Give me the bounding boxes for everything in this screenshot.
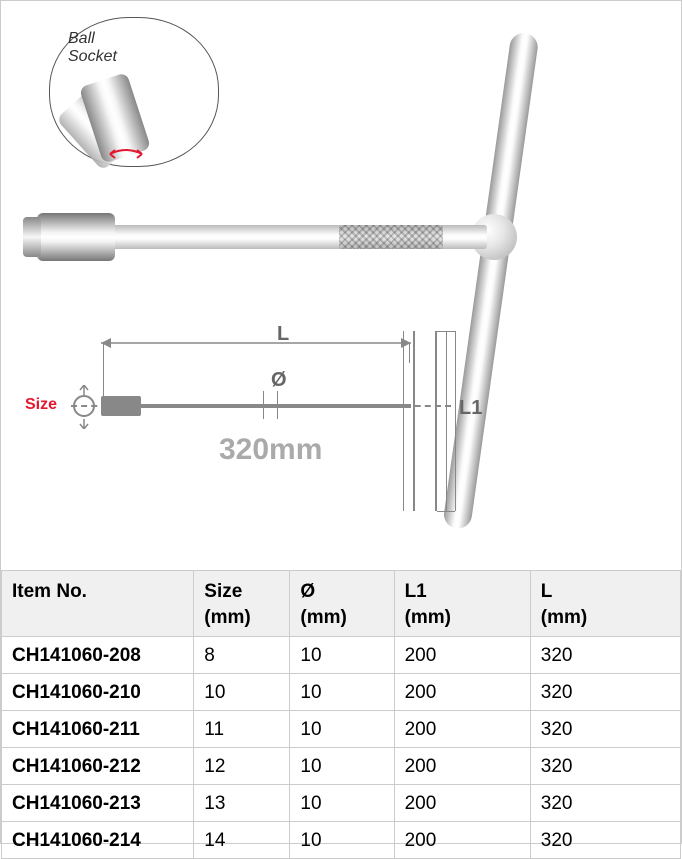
cell-l: 320: [530, 674, 680, 711]
cell-diameter: 10: [290, 785, 394, 822]
cell-diameter: 10: [290, 674, 394, 711]
col-sub: (mm): [300, 607, 346, 628]
cell-l1: 200: [394, 785, 530, 822]
table-row: CH141060-2101010200320: [2, 674, 681, 711]
cell-size: 13: [194, 785, 290, 822]
dimension-diameter-label: Ø: [271, 369, 287, 392]
table-row: CH141060-2121210200320: [2, 748, 681, 785]
cell-size: 11: [194, 711, 290, 748]
cell-l: 320: [530, 785, 680, 822]
cell-l1: 200: [394, 822, 530, 859]
dim-tick: [437, 331, 455, 332]
col-label: Item No.: [12, 581, 87, 602]
cell-item: CH141060-211: [2, 711, 194, 748]
tool-socket: [37, 213, 115, 261]
col-sub: (mm): [541, 607, 587, 628]
callout-line2: Socket: [68, 48, 117, 65]
cell-item: CH141060-213: [2, 785, 194, 822]
cell-size: 14: [194, 822, 290, 859]
dimension-L-line: [101, 329, 411, 349]
cell-l1: 200: [394, 637, 530, 674]
cell-diameter: 10: [290, 822, 394, 859]
cell-l: 320: [530, 748, 680, 785]
col-sub: (mm): [405, 607, 451, 628]
col-header-l1: L1 (mm): [394, 571, 530, 637]
cell-l1: 200: [394, 674, 530, 711]
col-label: Size: [204, 581, 242, 602]
tool-knurl: [339, 225, 443, 249]
cell-size: 12: [194, 748, 290, 785]
table-row: CH141060-208810200320: [2, 637, 681, 674]
diagram-handle-inner: [413, 331, 437, 511]
col-label: L: [541, 581, 553, 602]
cell-item: CH141060-212: [2, 748, 194, 785]
callout-label: Ball Socket: [68, 30, 117, 65]
arrow-icon: [79, 419, 89, 429]
cell-item: CH141060-208: [2, 637, 194, 674]
cell-diameter: 10: [290, 711, 394, 748]
callout-line1: Ball: [68, 30, 95, 47]
cell-size: 10: [194, 674, 290, 711]
cell-l1: 200: [394, 748, 530, 785]
dimension-fixed-length: 320mm: [219, 433, 322, 467]
spec-table: Item No. Size (mm) Ø (mm) L1 (mm) L (mm)…: [1, 570, 681, 859]
col-header-item: Item No.: [2, 571, 194, 637]
col-header-l: L (mm): [530, 571, 680, 637]
col-header-size: Size (mm): [194, 571, 290, 637]
table-row: CH141060-2111110200320: [2, 711, 681, 748]
dimension-L-label: L: [277, 323, 289, 346]
product-figure: Ball Socket L Ø Size L1 320mm: [1, 1, 681, 570]
arrow-icon: [79, 385, 89, 395]
col-label: Ø: [300, 581, 315, 602]
table-row: CH141060-2141410200320: [2, 822, 681, 859]
tool-t-handle: [442, 31, 539, 530]
table-row: CH141060-2131310200320: [2, 785, 681, 822]
dim-tick: [437, 511, 455, 512]
col-label: L1: [405, 581, 427, 602]
diagram-body: [101, 399, 411, 413]
swing-arrow-icon: [108, 148, 144, 160]
table-header-row: Item No. Size (mm) Ø (mm) L1 (mm) L (mm): [2, 571, 681, 637]
dim-line: [455, 331, 456, 511]
cell-item: CH141060-210: [2, 674, 194, 711]
cell-l: 320: [530, 711, 680, 748]
dimension-size-label: Size: [25, 396, 57, 414]
cell-diameter: 10: [290, 748, 394, 785]
cell-l: 320: [530, 822, 680, 859]
dimension-L1-label: L1: [459, 397, 482, 420]
col-header-diameter: Ø (mm): [290, 571, 394, 637]
col-sub: (mm): [204, 607, 250, 628]
cell-diameter: 10: [290, 637, 394, 674]
diagram-shaft: [141, 404, 411, 408]
cell-item: CH141060-214: [2, 822, 194, 859]
diagram-socket: [101, 396, 141, 416]
cell-l: 320: [530, 637, 680, 674]
cell-size: 8: [194, 637, 290, 674]
ball-socket-callout: Ball Socket: [49, 17, 219, 167]
cell-l1: 200: [394, 711, 530, 748]
